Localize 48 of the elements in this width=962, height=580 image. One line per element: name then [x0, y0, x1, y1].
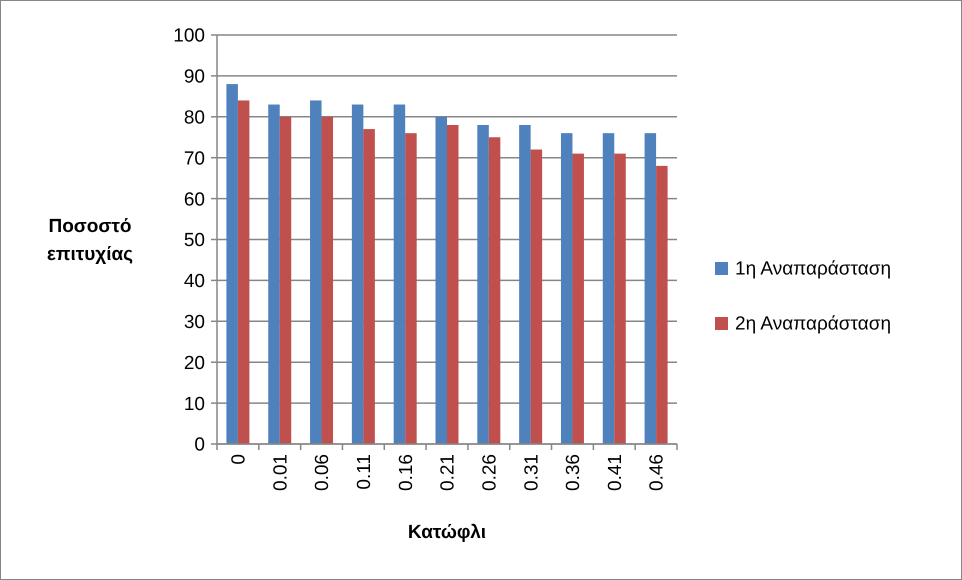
- y-tick-label: 40: [184, 271, 205, 292]
- bar: [405, 133, 417, 444]
- bar: [614, 154, 626, 444]
- y-tick-label: 100: [173, 26, 205, 47]
- x-tick-label: 0.21: [438, 454, 459, 491]
- x-axis-title: Κατώφλι: [408, 522, 486, 543]
- bar: [447, 124, 458, 444]
- y-tick-label: 70: [184, 148, 205, 170]
- bar: [352, 104, 364, 444]
- bar: [238, 100, 250, 444]
- bar: [226, 84, 238, 444]
- bar: [310, 100, 322, 444]
- x-tick-label: 0.36: [563, 454, 584, 491]
- y-tick-label: 60: [184, 189, 205, 210]
- bar: [644, 133, 656, 444]
- y-tick-label: 80: [184, 107, 205, 128]
- x-tick-label: 0.26: [479, 454, 500, 491]
- bar: [322, 116, 334, 444]
- bar: [560, 133, 572, 444]
- legend-label: 1η Αναπαράσταση: [735, 258, 892, 280]
- bar: [436, 116, 447, 444]
- y-axis-title: Ποσοστό επιτυχίας: [46, 216, 134, 265]
- x-tick-label: 0.16: [396, 454, 417, 491]
- x-tick-label: 0.31: [521, 454, 542, 491]
- x-tick-label: 0.06: [312, 454, 334, 491]
- bar: [656, 166, 668, 444]
- x-tick-label: 0.11: [354, 454, 376, 490]
- bar: [477, 124, 489, 444]
- x-tick-label: 0.46: [646, 454, 668, 491]
- bar: [519, 124, 531, 444]
- x-tick-label: 0: [228, 454, 250, 465]
- bar: [280, 116, 292, 444]
- bar: [268, 104, 280, 444]
- bar: [488, 137, 500, 444]
- y-tick-label: 0: [194, 434, 205, 456]
- bar: [602, 133, 614, 444]
- legend-label: 2η Αναπαράσταση: [735, 314, 892, 335]
- y-tick-label: 50: [184, 230, 205, 252]
- bar: [530, 150, 542, 444]
- y-tick-label: 30: [184, 312, 205, 333]
- x-tick-label: 0.41: [604, 454, 626, 491]
- x-tick-label: 0.01: [270, 454, 292, 491]
- bar: [394, 104, 406, 444]
- bar: [363, 129, 375, 444]
- y-tick-label: 20: [184, 352, 205, 374]
- y-tick-label: 10: [184, 394, 205, 415]
- bar: [572, 154, 584, 444]
- y-tick-label: 90: [184, 66, 205, 88]
